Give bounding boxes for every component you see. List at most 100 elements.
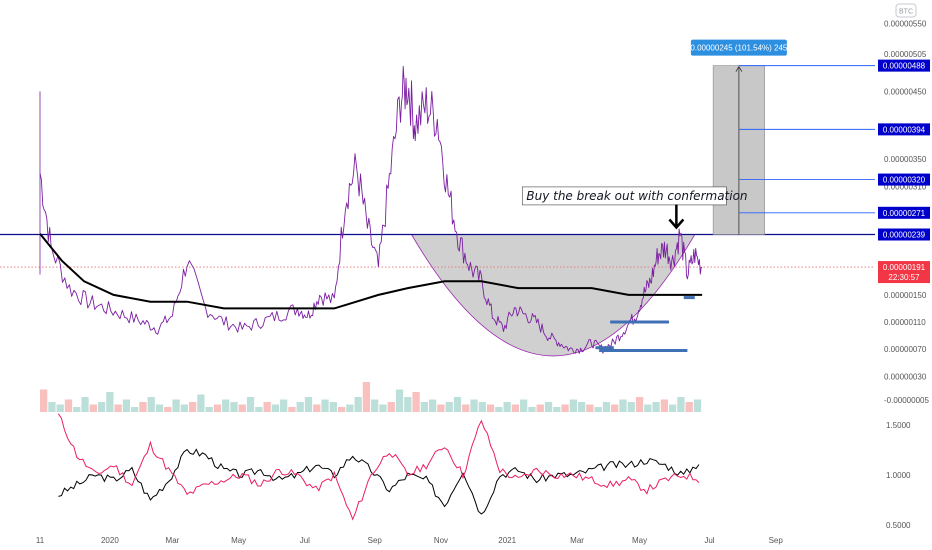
volume-bar	[280, 399, 288, 412]
time-tick-label: May	[632, 536, 647, 545]
volume-bar	[172, 399, 180, 412]
volume-bar	[544, 402, 553, 412]
price-tag[interactable]: 0.00000320	[878, 173, 930, 186]
volume-bar	[147, 397, 155, 412]
oscillator-tick-label: 1.5000	[886, 421, 911, 430]
price-tick-label: 0.00000030	[884, 372, 927, 381]
volume-bar	[213, 404, 222, 412]
price-tag[interactable]: 0.00000271	[878, 206, 930, 219]
cup-shape	[410, 234, 696, 357]
osc-pink	[57, 413, 700, 521]
volume-bar	[387, 402, 395, 412]
currency-badge-label: BTC	[899, 9, 913, 16]
volume-bar	[569, 399, 577, 412]
volume-bar	[246, 397, 255, 412]
volume-bar	[230, 402, 238, 412]
currency-badge-frame	[895, 3, 917, 18]
current-price-label: 0.00000191	[883, 263, 926, 272]
volume-bar	[619, 399, 627, 412]
time-tick-label: Nov	[434, 536, 448, 545]
volume-bar	[64, 399, 73, 412]
time-tick-label: Mar	[166, 536, 180, 545]
volume-bar	[586, 404, 594, 412]
volume-bar	[420, 402, 428, 412]
annotation-text: Buy the break out with confermation	[526, 189, 747, 203]
volume-bar	[404, 397, 412, 412]
volume-bar	[139, 402, 147, 412]
current-time-label: 22:30:57	[888, 273, 920, 282]
volume-bar	[677, 397, 685, 412]
volume-bar	[528, 407, 536, 412]
volume-bar	[304, 397, 313, 412]
volume-bar	[313, 404, 321, 412]
ma-line	[39, 233, 703, 310]
volume-bar	[470, 399, 478, 412]
price-tag-bg	[878, 59, 930, 72]
volume-bar	[379, 404, 387, 412]
annotation-box	[522, 186, 727, 206]
volume-bar	[635, 397, 644, 412]
volume-bar	[56, 404, 64, 412]
price-tick-label: 0.00000505	[884, 50, 927, 59]
moving-average	[39, 233, 703, 310]
breakout-arrow-head	[668, 218, 685, 230]
volume-bar	[296, 402, 304, 412]
volume-bar	[97, 402, 106, 412]
price-tick-label: 0.00000070	[884, 345, 927, 354]
volume-bar	[89, 404, 97, 412]
price-tag[interactable]: 0.00000239	[878, 228, 930, 241]
volume-bar	[155, 404, 164, 412]
volume-bar	[354, 397, 362, 412]
volume-bar	[412, 392, 420, 412]
measure-tool[interactable]: 0.00000245 (101.54%) 245	[690, 39, 875, 235]
time-tick-label: Jul	[704, 536, 714, 545]
oscillator-axis[interactable]: 1.5000 1.0000 0.5000	[886, 421, 911, 530]
oscillator-panel	[57, 413, 700, 521]
volume-bar	[486, 404, 495, 412]
price-tag[interactable]: 0.00000488	[878, 59, 930, 72]
volume-bar	[395, 389, 404, 412]
volume-bar	[652, 402, 660, 412]
volume-bar	[288, 407, 296, 412]
volume-bar	[577, 402, 586, 412]
currency-badge[interactable]: BTC	[895, 3, 917, 18]
time-tick-label: Jul	[300, 536, 310, 545]
volume-bar	[536, 404, 544, 412]
volume-bar	[511, 404, 520, 412]
volume-bar	[362, 382, 371, 412]
volume-bar	[337, 407, 346, 412]
volume-bar	[321, 399, 329, 412]
volume-bar	[428, 399, 437, 412]
volume-bar	[197, 394, 205, 412]
volume-bar	[453, 397, 462, 412]
current-price-tag-bg	[878, 261, 930, 284]
price-tick-label: 0.00000310	[884, 182, 927, 191]
volume-bar	[106, 392, 114, 412]
volume-bar	[594, 407, 602, 412]
volume-bar	[520, 399, 528, 412]
time-axis[interactable]: 11 2020 Mar May Jul Sep Nov 2021 Mar May Jul Sep	[36, 536, 784, 545]
price-tag-label: 0.00000394	[883, 125, 926, 134]
time-tick-label: 2021	[498, 536, 516, 545]
price-axis[interactable]: 0.00000550 0.00000505 0.00000450 0.00000350…	[884, 20, 929, 405]
volume-bar	[40, 389, 48, 412]
volume-bar	[180, 404, 188, 412]
volume-bar	[346, 404, 354, 412]
volume-bar	[611, 404, 619, 412]
oscillator-tick-label: 1.0000	[886, 471, 911, 480]
volume-bar	[660, 399, 669, 412]
support-lines	[595, 296, 695, 352]
price-tag[interactable]: 0.00000394	[878, 123, 930, 136]
osc-black	[58, 448, 700, 515]
price-tag-bg	[878, 173, 930, 186]
price-tick-label: 0.00000150	[884, 291, 927, 300]
volume-bar	[263, 402, 271, 412]
volume-bar	[669, 404, 677, 412]
volume-bar	[164, 407, 172, 412]
price-tick-label: 0.00000350	[884, 155, 927, 164]
price-tags[interactable]: 0.00000488 0.00000394 0.00000320 0.00000271…	[878, 59, 930, 284]
price-tag-label: 0.00000488	[883, 62, 926, 71]
volume-bar	[73, 407, 81, 412]
